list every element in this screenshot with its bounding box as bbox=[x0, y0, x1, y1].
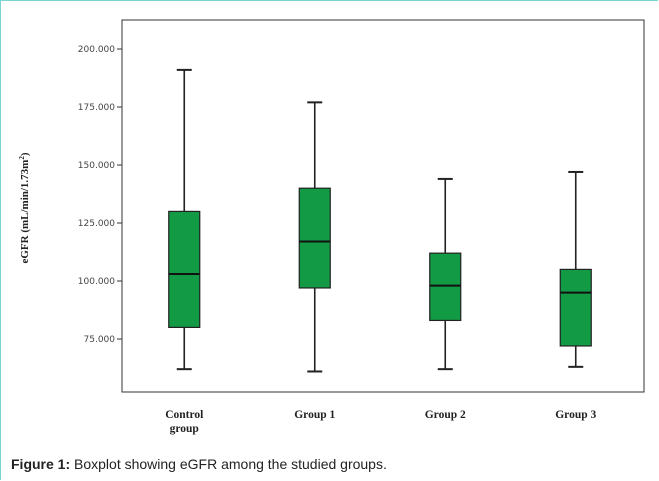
iqr-box bbox=[298, 187, 331, 289]
box-3 bbox=[429, 177, 462, 371]
x-tick-label: Group 1 bbox=[294, 409, 335, 421]
y-tick-label: 125.000 bbox=[78, 219, 115, 229]
plot-area bbox=[121, 19, 645, 393]
y-tick-label: 175.000 bbox=[78, 103, 115, 113]
iqr-box bbox=[168, 210, 201, 328]
y-axis: 200.000 175.000 150.000 125.000 100.000 75.00… bbox=[78, 45, 122, 345]
y-tick-label: 75.000 bbox=[84, 335, 116, 345]
iqr-box bbox=[559, 268, 592, 347]
caption-text: Boxplot showing eGFR among the studied g… bbox=[70, 456, 387, 472]
x-tick-label: Control group bbox=[165, 409, 203, 435]
figure-caption: Figure 1: Boxplot showing eGFR among the… bbox=[11, 456, 387, 472]
x-axis: Control group Group 1 Group 2 Group 3 bbox=[165, 409, 596, 435]
x-tick-label: Group 2 bbox=[425, 409, 466, 421]
y-axis-label: eGFR (mL/min/1.73m2) bbox=[18, 152, 31, 263]
boxplot-chart: 200.000 175.000 150.000 125.000 100.000 75.00… bbox=[18, 19, 645, 435]
box-1 bbox=[168, 68, 201, 371]
boxes-layer bbox=[168, 68, 592, 373]
box-2 bbox=[298, 101, 331, 373]
y-tick-label: 100.000 bbox=[78, 277, 115, 287]
box-4 bbox=[559, 170, 592, 368]
caption-label: Figure 1: bbox=[11, 456, 71, 472]
x-tick-label: Group 3 bbox=[555, 409, 596, 421]
y-tick-label: 200.000 bbox=[78, 45, 115, 55]
iqr-box bbox=[429, 252, 462, 322]
y-tick-label: 150.000 bbox=[78, 161, 115, 171]
